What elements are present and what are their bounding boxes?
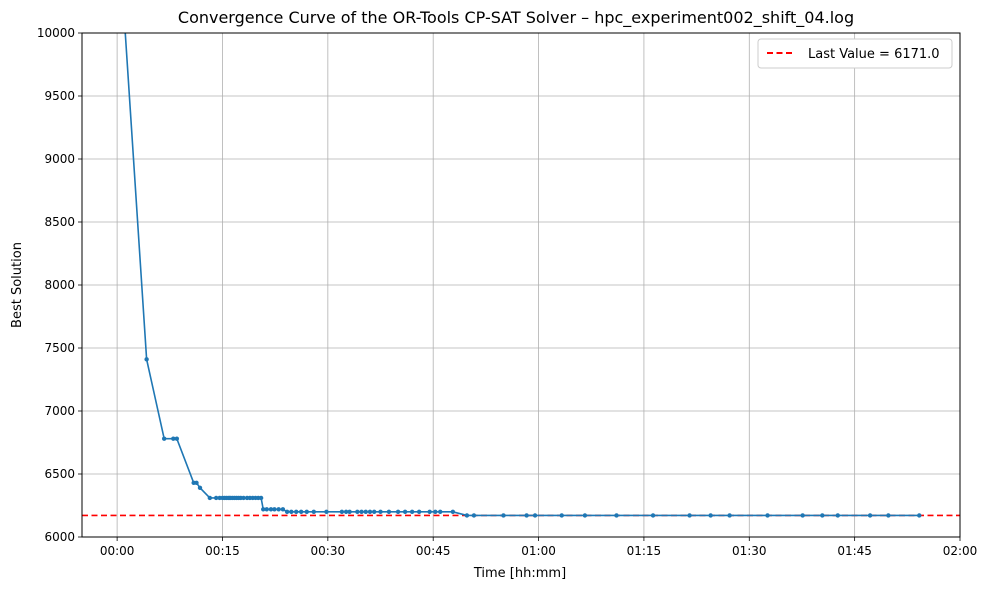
data-point xyxy=(261,507,266,512)
y-tick-label: 7500 xyxy=(44,341,75,355)
y-axis-label: Best Solution xyxy=(10,242,25,328)
grid-layer xyxy=(82,32,961,538)
data-point xyxy=(765,513,770,518)
data-point xyxy=(144,357,149,362)
data-point xyxy=(276,507,281,512)
data-point xyxy=(355,509,360,514)
data-point xyxy=(886,513,891,518)
data-point xyxy=(464,513,470,518)
data-point xyxy=(258,495,264,501)
data-point xyxy=(438,509,443,514)
data-point xyxy=(727,513,732,518)
data-point xyxy=(416,509,422,514)
y-tick-label: 8500 xyxy=(44,215,75,229)
data-point xyxy=(264,507,269,512)
data-point xyxy=(559,513,564,518)
data-point xyxy=(917,513,922,518)
data-point xyxy=(471,513,477,518)
data-point xyxy=(161,436,167,441)
x-axis-label: Time [hh:mm] xyxy=(473,566,566,581)
data-point xyxy=(241,495,246,501)
data-point xyxy=(298,509,304,514)
data-point xyxy=(280,507,286,512)
data-point xyxy=(294,509,299,514)
data-point xyxy=(372,509,377,514)
x-tick-label: 00:00 xyxy=(100,544,135,558)
data-point xyxy=(347,509,352,514)
ticks-layer: 00:00 00:15 00:30 00:45 01:00 01:15 01:30 01:45… xyxy=(37,26,977,558)
data-point xyxy=(339,509,345,514)
data-point xyxy=(402,509,408,514)
data-point xyxy=(197,485,203,491)
data-point xyxy=(524,513,529,518)
x-tick-label: 01:30 xyxy=(732,544,767,558)
data-point xyxy=(343,509,349,514)
data-point xyxy=(820,513,825,518)
data-point xyxy=(268,507,274,512)
y-tick-label: 6000 xyxy=(44,530,75,544)
data-point xyxy=(311,509,316,514)
data-point xyxy=(213,495,219,501)
data-point xyxy=(650,513,656,518)
x-tick-label: 01:00 xyxy=(521,544,556,558)
data-point xyxy=(378,509,383,514)
data-point xyxy=(427,509,432,514)
data-point xyxy=(289,509,294,514)
y-tick-label: 7000 xyxy=(44,404,75,418)
data-point xyxy=(708,513,713,518)
y-tick-label: 6500 xyxy=(44,467,75,481)
data-point xyxy=(501,513,506,518)
y-tick-label: 9000 xyxy=(44,152,75,166)
data-point xyxy=(450,509,456,514)
chart-title: Convergence Curve of the OR-Tools CP-SAT… xyxy=(178,8,854,28)
data-point xyxy=(835,513,840,518)
data-point xyxy=(207,495,213,501)
data-point xyxy=(386,509,392,514)
data-point xyxy=(272,507,277,512)
data-point xyxy=(532,513,538,518)
series-line xyxy=(124,33,920,517)
data-point xyxy=(409,509,415,514)
data-point xyxy=(433,509,438,514)
y-tick-label: 8000 xyxy=(44,278,75,292)
x-tick-label: 00:30 xyxy=(311,544,346,558)
data-point xyxy=(324,509,329,514)
x-tick-label: 01:15 xyxy=(627,544,662,558)
legend-box xyxy=(757,38,953,69)
x-tick-label: 01:45 xyxy=(837,544,872,558)
data-point xyxy=(284,509,290,514)
data-point xyxy=(363,509,368,514)
data-point xyxy=(359,509,364,514)
data-point xyxy=(867,513,873,518)
data-point xyxy=(395,509,401,514)
data-point xyxy=(304,509,309,514)
y-tick-label: 9500 xyxy=(44,89,75,103)
legend-label: Last Value = 6171.0 xyxy=(808,47,940,62)
data-point xyxy=(614,513,619,518)
data-point xyxy=(174,436,180,441)
data-point xyxy=(582,513,588,518)
data-point xyxy=(800,513,805,518)
data-point xyxy=(194,480,199,486)
data-point xyxy=(367,509,373,514)
series-layer xyxy=(123,25,922,518)
x-tick-label: 00:45 xyxy=(416,544,451,558)
y-tick-label: 10000 xyxy=(37,26,75,40)
data-point xyxy=(687,513,692,518)
x-tick-label: 00:15 xyxy=(205,544,240,558)
legend: Last Value = 6171.0 xyxy=(757,38,953,69)
x-tick-label: 02:00 xyxy=(943,544,978,558)
data-point xyxy=(123,25,127,29)
data-point xyxy=(171,436,176,441)
